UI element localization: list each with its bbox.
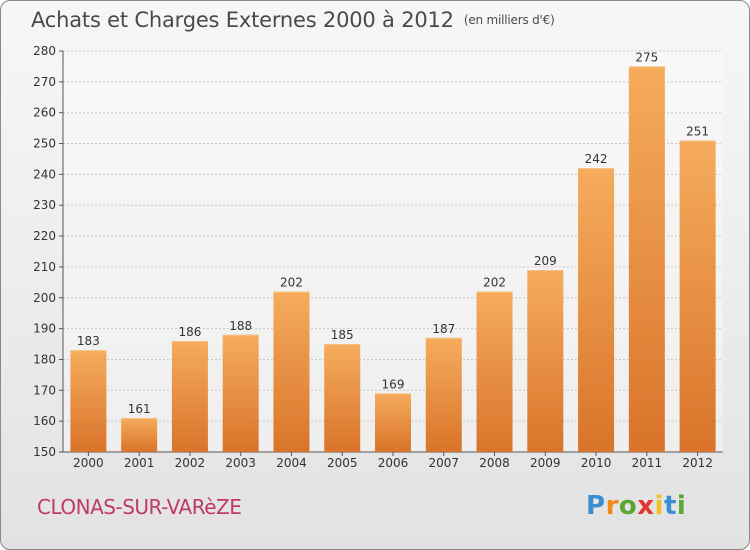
y-tick-label: 150 <box>33 445 56 459</box>
bar-2006 <box>375 393 411 452</box>
data-label: 275 <box>635 50 658 64</box>
proxiti-logo[interactable]: Proxiti <box>586 491 686 521</box>
chart-title-text: Achats et Charges Externes 2000 à 2012 <box>31 8 454 32</box>
bar-2005 <box>324 344 361 452</box>
bar-2001 <box>121 418 158 452</box>
unit-note: (en milliers d'€) <box>463 13 555 27</box>
data-label: 169 <box>382 377 405 391</box>
data-label: 186 <box>178 325 201 339</box>
y-tick-label: 210 <box>33 260 56 274</box>
y-tick-label: 170 <box>33 383 56 397</box>
bar-2011 <box>628 66 665 452</box>
bar-2012 <box>679 140 716 452</box>
x-tick-label: 2006 <box>378 456 409 470</box>
y-tick-label: 160 <box>33 414 56 428</box>
bar-2000 <box>70 350 107 452</box>
x-tick-label: 2011 <box>632 456 663 470</box>
x-tick-label: 2012 <box>682 456 713 470</box>
y-tick-label: 220 <box>33 229 56 243</box>
y-tick-label: 260 <box>33 106 56 120</box>
x-tick-label: 2009 <box>530 456 561 470</box>
data-label: 187 <box>432 322 455 336</box>
data-label: 185 <box>331 328 354 342</box>
bar-2007 <box>425 337 462 452</box>
data-label: 242 <box>585 152 608 166</box>
x-tick-label: 2010 <box>581 456 612 470</box>
logo-letter: t <box>663 491 677 521</box>
data-label: 209 <box>534 254 557 268</box>
logo-letter: x <box>637 491 655 521</box>
y-tick-label: 190 <box>33 322 56 336</box>
x-tick-label: 2005 <box>327 456 358 470</box>
data-label: 188 <box>229 319 252 333</box>
x-tick-label: 2004 <box>276 456 307 470</box>
logo-letter: i <box>676 491 687 521</box>
bar-2009 <box>527 270 564 452</box>
logo-letter: o <box>618 491 638 521</box>
chart-title: Achats et Charges Externes 2000 à 2012 (e… <box>31 8 555 32</box>
data-label: 202 <box>280 276 303 290</box>
logo-letter: P <box>586 491 606 521</box>
logo-letter: i <box>654 491 664 521</box>
y-tick-label: 200 <box>33 291 56 305</box>
x-tick-label: 2007 <box>428 456 459 470</box>
commune-name: CLONAS-SUR-VARèZE <box>37 495 242 519</box>
bar-2003 <box>222 334 259 452</box>
x-tick-label: 2003 <box>225 456 256 470</box>
y-tick-label: 280 <box>33 44 56 58</box>
plot-area <box>63 51 723 452</box>
y-tick-label: 250 <box>33 137 56 151</box>
y-tick-label: 180 <box>33 352 56 366</box>
x-tick-label: 2000 <box>73 456 104 470</box>
bar-2002 <box>171 340 208 452</box>
data-label: 251 <box>686 124 709 138</box>
bar-2004 <box>273 291 310 452</box>
x-tick-label: 2002 <box>175 456 206 470</box>
y-tick-label: 270 <box>33 75 56 89</box>
y-tick-label: 230 <box>33 198 56 212</box>
data-label: 202 <box>483 276 506 290</box>
data-label: 161 <box>128 402 151 416</box>
logo-letter: r <box>605 491 619 521</box>
x-tick-label: 2008 <box>479 456 510 470</box>
bar-2008 <box>476 291 513 452</box>
x-tick-label: 2001 <box>124 456 155 470</box>
y-tick-label: 240 <box>33 167 56 181</box>
bar-2010 <box>578 168 615 452</box>
data-label: 183 <box>77 334 100 348</box>
